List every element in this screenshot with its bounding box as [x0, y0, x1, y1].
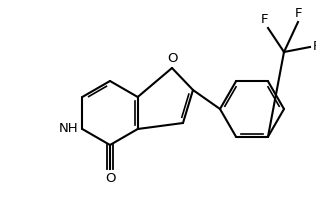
Text: F: F	[261, 13, 269, 26]
Text: O: O	[105, 172, 115, 185]
Text: F: F	[294, 7, 302, 20]
Text: F: F	[313, 40, 316, 54]
Text: O: O	[167, 52, 177, 65]
Text: NH: NH	[59, 122, 78, 136]
